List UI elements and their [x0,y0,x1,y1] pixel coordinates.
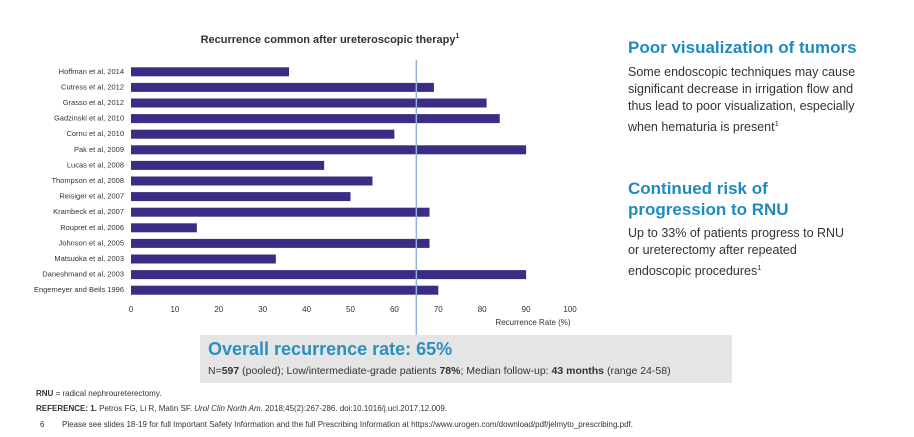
summary-heading: Overall recurrence rate: 65% [208,339,453,359]
bar [131,82,434,92]
text-segment: (range 24-58) [604,365,671,377]
x-tick-label: 90 [522,305,531,314]
bar [131,285,439,295]
bar [131,129,395,139]
x-tick-label: 70 [434,305,443,314]
y-tick-label: Engemeyer and Beils 1996 [34,285,124,294]
text-segment: N= [208,365,222,377]
text-segment: Up to 33% of patients progress to RNU or… [628,226,845,279]
x-tick-label: 30 [258,305,267,314]
text-segment: 43 months [551,365,605,377]
y-tick-label: Johnson et al, 2005 [59,238,124,247]
y-tick-label: Lucas et al, 2008 [67,160,124,169]
y-tick-label: Cornu et al, 2010 [66,129,124,138]
text-segment: Petros FG, Li R, Matin SF. [96,404,195,413]
panel-body: Up to 33% of patients progress to RNU or… [628,225,848,280]
text-segment: Recurrence common after ureteroscopic th… [201,34,457,46]
bar [131,238,430,248]
x-tick-label: 60 [390,305,399,314]
text-segment: RNU [36,389,54,398]
summary-detail: N=597 (pooled); Low/intermediate-grade p… [208,365,671,377]
abbreviation: RNU = radical nephroureterectomy. [36,389,161,398]
x-tick-label: 20 [214,305,223,314]
page-number: 6 [40,420,45,429]
x-tick-label: 50 [346,305,355,314]
bar [131,176,373,186]
text-segment: (pooled); Low/intermediate-grade patient… [239,365,440,377]
x-tick-label: 10 [170,305,179,314]
bar [131,207,430,217]
x-tick-label: 100 [563,305,577,314]
y-tick-label: Hoffman et al, 2014 [59,67,124,76]
x-tick-label: 0 [129,305,134,314]
x-tick-label: 40 [302,305,311,314]
text-segment: Urol Clin North Am. [194,404,263,413]
bar [131,223,197,233]
text-segment: 1 [757,263,762,272]
x-axis-label: Recurrence Rate (%) [495,318,570,327]
panel-heading: Poor visualization of tumors [628,38,857,57]
y-tick-label: Krambeck et al, 2007 [53,207,124,216]
y-tick-label: Daneshmand et al, 2003 [42,270,124,279]
notice: Please see slides 18-19 for full Importa… [62,420,633,429]
y-tick-label: Cutress et al, 2012 [61,82,124,91]
panel-body: Some endoscopic techniques may cause sig… [628,64,878,136]
text-segment: 78% [439,365,461,377]
text-segment: 1 [774,119,779,128]
text-segment: REFERENCE: 1. [36,404,97,413]
text-segment: Some endoscopic techniques may cause sig… [628,65,856,135]
y-tick-label: Pak et al, 2009 [74,145,124,154]
bar [131,145,527,155]
x-tick-label: 80 [478,305,487,314]
reference: REFERENCE: 1. Petros FG, Li R, Matin SF.… [36,404,447,413]
bar [131,160,325,170]
text-segment: 597 [221,365,240,377]
text-segment: = radical nephroureterectomy. [53,389,162,398]
y-tick-label: Roupret et al, 2006 [60,223,124,232]
summary-box: Overall recurrence rate: 65% N=597 (pool… [200,335,732,383]
y-tick-label: Gadzinski et al, 2010 [54,114,124,123]
panel-heading: Continued risk of progression to RNU [628,179,789,219]
bar [131,270,527,280]
y-tick-label: Thompson et al, 2008 [51,176,124,185]
y-tick-label: Grasso et al, 2012 [63,98,124,107]
chart: Recurrence common after ureteroscopic th… [34,33,577,335]
bar [131,254,276,264]
bar [131,192,351,202]
text-segment: ; Median follow-up: [460,365,552,377]
y-tick-label: Matsuoka et al, 2003 [54,254,124,263]
text-segment: 2018;45(2):267-286. doi:10.1016/j.ucl.20… [262,404,448,413]
bar [131,114,500,124]
chart-title: Recurrence common after ureteroscopic th… [201,33,460,46]
y-tick-label: Reisiger et al, 2007 [59,192,124,201]
bar [131,98,487,108]
text-segment: 1 [456,33,460,40]
bar [131,67,290,77]
